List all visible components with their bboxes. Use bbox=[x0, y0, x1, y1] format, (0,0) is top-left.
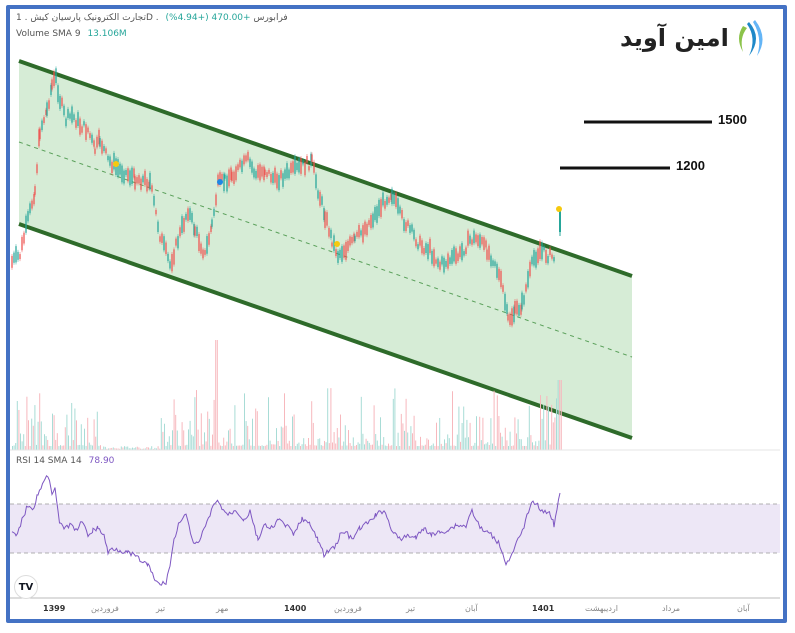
channel-upper-line[interactable] bbox=[18, 59, 633, 278]
time-axis-label: تیر bbox=[406, 604, 416, 613]
time-axis-label: مرداد bbox=[662, 604, 681, 613]
volume-bars bbox=[12, 340, 562, 450]
annotation-label-1500: 1500 bbox=[718, 112, 747, 127]
time-axis-label: 1401 bbox=[532, 604, 555, 613]
signal-marker[interactable] bbox=[334, 241, 340, 247]
rsi-legend: RSI 14 SMA 14 78.90 bbox=[16, 456, 114, 466]
time-axis-label: فروردین bbox=[91, 604, 119, 613]
time-axis-label: اردیبهشت bbox=[585, 604, 618, 613]
rsi-value: 78.90 bbox=[88, 456, 115, 466]
rsi-label: RSI 14 SMA 14 bbox=[16, 456, 82, 466]
volume-label: Volume SMA 9 bbox=[16, 29, 81, 39]
signal-marker[interactable] bbox=[113, 161, 119, 167]
signal-marker[interactable] bbox=[217, 179, 223, 185]
channel-fill bbox=[19, 61, 632, 438]
time-axis-label: تیر bbox=[156, 604, 166, 613]
symbol-row: تجارت الکترونیک پارسیان کیش . 1D . فرابو… bbox=[16, 10, 288, 26]
volume-value: 13.106M bbox=[87, 29, 127, 39]
price-candles bbox=[11, 66, 561, 328]
signal-marker[interactable] bbox=[556, 206, 562, 212]
brand-swoosh-icon bbox=[738, 20, 763, 56]
rsi-pane bbox=[10, 475, 780, 586]
rsi-line[interactable] bbox=[11, 475, 561, 586]
descending-channel bbox=[18, 59, 633, 440]
time-axis-label: مهر bbox=[216, 604, 229, 613]
annotation-label-1200: 1200 bbox=[676, 158, 705, 173]
time-axis-label: آبان bbox=[465, 604, 478, 613]
time-axis-label: 1399 bbox=[43, 604, 66, 613]
time-axis-label: 1400 bbox=[284, 604, 307, 613]
brand-name: امین آوید bbox=[620, 24, 729, 52]
volume-row: Volume SMA 9 13.106M bbox=[16, 26, 288, 42]
symbol-title: تجارت الکترونیک پارسیان کیش . 1D . فرابو… bbox=[16, 13, 288, 23]
signal-markers bbox=[113, 161, 562, 247]
time-axis-label: آبان bbox=[737, 604, 750, 613]
channel-lower-line[interactable] bbox=[18, 222, 633, 440]
chart-legend: تجارت الکترونیک پارسیان کیش . 1D . فرابو… bbox=[16, 10, 288, 42]
rsi-band bbox=[10, 504, 780, 553]
price-annotations bbox=[560, 120, 712, 170]
brand-logo: امین آوید bbox=[620, 18, 765, 58]
tradingview-logo-icon[interactable]: TV bbox=[14, 575, 38, 599]
time-axis-label: فروردین bbox=[334, 604, 362, 613]
price-change: +470.00 (+4.94%) bbox=[165, 13, 251, 23]
